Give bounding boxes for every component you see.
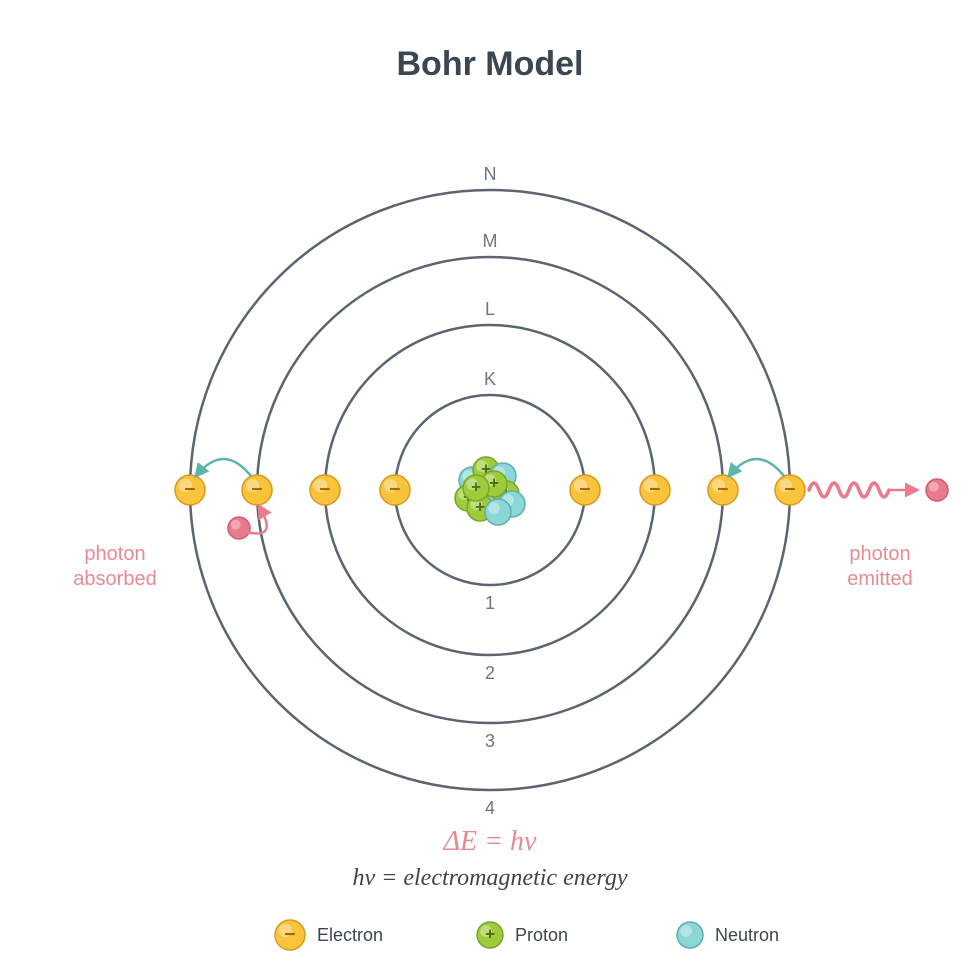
svg-text:+: + bbox=[489, 474, 499, 493]
emit-arrow-jump bbox=[729, 459, 784, 476]
shell-bottom-label-4: 4 bbox=[485, 798, 495, 818]
shell-bottom-label-2: 2 bbox=[485, 663, 495, 683]
photon-wave bbox=[809, 483, 889, 497]
emitted-label-1: photon bbox=[849, 543, 910, 565]
svg-text:−: − bbox=[579, 478, 590, 500]
svg-text:−: − bbox=[784, 478, 795, 500]
nucleus: ++++++ bbox=[455, 457, 525, 525]
shell-top-label-4: N bbox=[484, 164, 497, 184]
svg-text:−: − bbox=[319, 478, 330, 500]
formula-secondary: hv = electromagnetic energy bbox=[353, 865, 628, 891]
svg-text:−: − bbox=[649, 478, 660, 500]
emission-group bbox=[729, 459, 948, 501]
svg-text:−: − bbox=[389, 478, 400, 500]
absorbed-label-1: photon bbox=[84, 543, 145, 565]
svg-text:−: − bbox=[251, 478, 262, 500]
shell-top-label-2: L bbox=[485, 299, 495, 319]
shell-bottom-label-1: 1 bbox=[485, 593, 495, 613]
svg-text:−: − bbox=[184, 478, 195, 500]
legend: − Electron + Proton Neutron bbox=[275, 920, 779, 950]
svg-text:−: − bbox=[284, 923, 295, 945]
legend-proton-label: Proton bbox=[515, 925, 568, 945]
shell-top-label-3: M bbox=[483, 231, 498, 251]
svg-text:−: − bbox=[717, 478, 728, 500]
svg-text:+: + bbox=[485, 925, 495, 944]
svg-text:+: + bbox=[471, 478, 481, 497]
shell-top-label-1: K bbox=[484, 369, 496, 389]
emitted-label-2: emitted bbox=[847, 568, 913, 590]
bohr-model-diagram: Bohr Model K1L2M3N4 ++++++ −−−−−−−− phot… bbox=[0, 0, 980, 980]
diagram-title: Bohr Model bbox=[397, 45, 584, 83]
absorbed-label-2: absorbed bbox=[73, 568, 156, 590]
formula-primary: ΔE = hv bbox=[443, 826, 537, 857]
absorb-arrow-jump bbox=[196, 459, 251, 476]
legend-neutron-label: Neutron bbox=[715, 925, 779, 945]
legend-electron-label: Electron bbox=[317, 925, 383, 945]
shell-bottom-label-3: 3 bbox=[485, 731, 495, 751]
